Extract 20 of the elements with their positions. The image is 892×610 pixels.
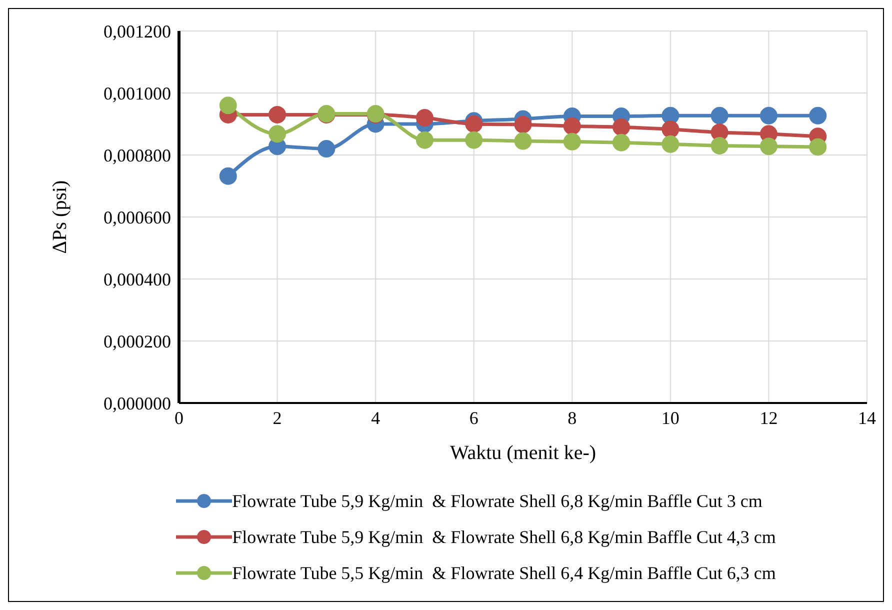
y-tick-label: 0,000800	[104, 145, 171, 166]
x-tick-label: 12	[760, 408, 778, 428]
x-axis-title: Waktu (menit ke-)	[450, 442, 596, 464]
y-tick-label: 0,000000	[104, 393, 171, 414]
x-tick-label: 6	[469, 408, 478, 428]
y-axis-title: ΔPs (psi)	[49, 180, 72, 254]
legend-label: Flowrate Tube 5,9 Kg/min & Flowrate Shell 6,8 Kg/min Baffle Cut 4,3 cm	[232, 526, 776, 549]
x-tick-label: 8	[568, 408, 577, 428]
x-tick-label: 4	[371, 408, 380, 428]
x-tick-label: 14	[858, 408, 876, 428]
x-tick-label: 0	[174, 408, 184, 428]
x-tick-label: 10	[661, 408, 680, 428]
y-tick-label: 0,001200	[104, 21, 171, 42]
y-tick-label: 0,001000	[104, 83, 171, 104]
y-tick-label: 0,000400	[104, 269, 171, 290]
legend-label: Flowrate Tube 5,5 Kg/min & Flowrate Shell 6,4 Kg/min Baffle Cut 6,3 cm	[232, 562, 776, 585]
legend-label: Flowrate Tube 5,9 Kg/min & Flowrate Shell 6,8 Kg/min Baffle Cut 3 cm	[232, 490, 762, 513]
y-tick-label: 0,000600	[104, 207, 171, 228]
x-tick-label: 2	[272, 408, 282, 428]
y-tick-label: 0,000200	[104, 331, 171, 352]
